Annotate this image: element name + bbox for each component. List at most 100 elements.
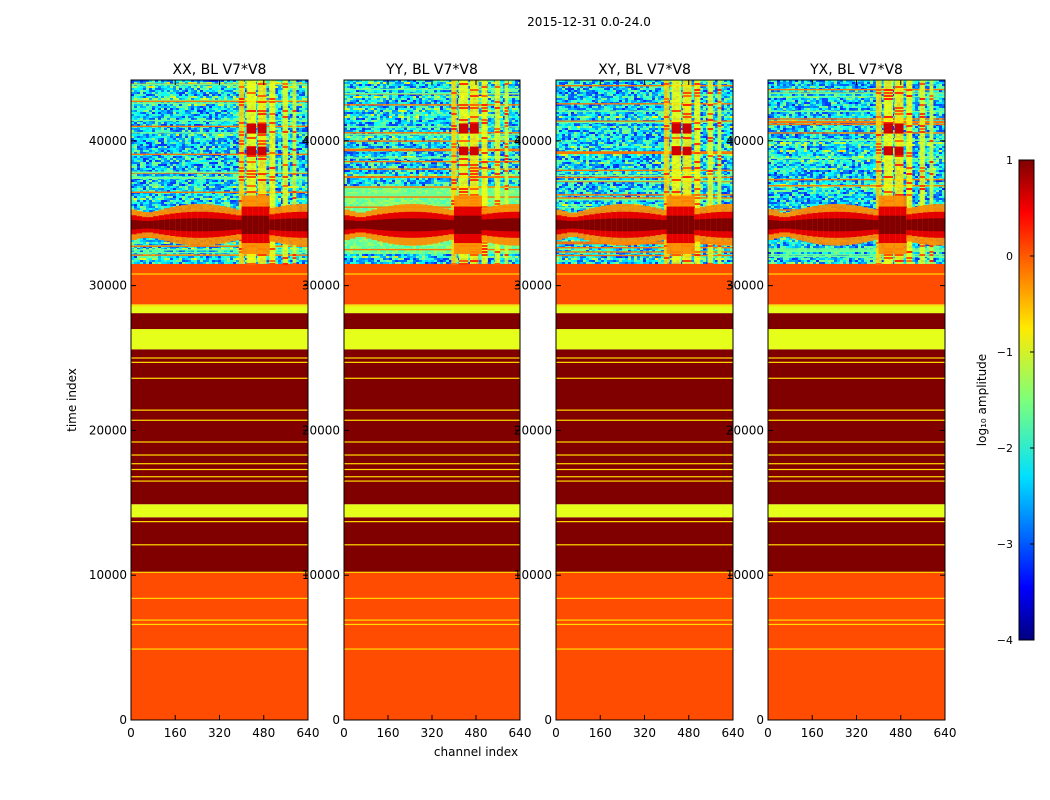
noise-cell: [134, 196, 137, 198]
noise-cell: [182, 112, 185, 114]
noise-cell: [143, 204, 146, 206]
noise-cell: [176, 204, 179, 206]
noise-cell: [266, 146, 269, 148]
noise-cell: [227, 244, 230, 246]
noise-cell: [200, 90, 203, 92]
noise-cell: [167, 158, 170, 160]
noise-cell: [167, 162, 170, 164]
noise-cell: [146, 94, 149, 96]
noise-cell: [185, 164, 188, 166]
noise-cell: [266, 128, 269, 130]
noise-cell: [134, 174, 137, 176]
noise-cell: [266, 144, 269, 146]
noise-cell: [146, 240, 149, 242]
noise-cell: [281, 160, 284, 162]
thin-band-line: [131, 305, 308, 307]
noise-cell: [152, 242, 155, 244]
noise-cell: [215, 184, 218, 186]
noise-cell: [185, 200, 188, 202]
noise-cell: [203, 116, 206, 118]
noise-cell: [146, 106, 149, 108]
noise-cell: [173, 114, 176, 116]
noise-cell: [200, 164, 203, 166]
noise-cell: [158, 184, 161, 186]
noise-cell: [227, 168, 230, 170]
noise-cell: [176, 158, 179, 160]
noise-cell: [179, 134, 182, 136]
noise-cell: [134, 206, 137, 208]
noise-cell: [131, 152, 134, 154]
noise-cell: [281, 186, 284, 188]
time-band: [131, 263, 308, 305]
noise-cell: [206, 174, 209, 176]
noise-cell: [296, 150, 299, 152]
noise-cell: [305, 80, 308, 82]
noise-cell: [164, 144, 167, 146]
noise-cell: [203, 128, 206, 130]
noise-cell: [152, 86, 155, 88]
noise-cell: [281, 140, 284, 142]
noise-cell: [224, 180, 227, 182]
noise-cell: [233, 174, 236, 176]
noise-cell: [170, 124, 173, 126]
noise-cell: [182, 164, 185, 166]
noise-cell: [194, 90, 197, 92]
noise-cell: [275, 82, 278, 84]
noise-cell: [179, 128, 182, 130]
noise-cell: [275, 156, 278, 158]
noise-cell: [176, 82, 179, 84]
noise-cell: [236, 242, 239, 244]
noise-cell: [230, 180, 233, 182]
noise-cell: [167, 144, 170, 146]
noise-cell: [155, 114, 158, 116]
noise-cell: [176, 186, 179, 188]
noise-cell: [197, 130, 200, 132]
noise-cell: [227, 200, 230, 202]
noise-cell: [200, 170, 203, 172]
noise-cell: [173, 190, 176, 192]
noise-cell: [290, 162, 293, 164]
noise-cell: [134, 160, 137, 162]
noise-cell: [155, 140, 158, 142]
noise-cell: [179, 246, 182, 248]
noise-cell: [221, 94, 224, 96]
noise-cell: [215, 160, 218, 162]
noise-cell: [179, 108, 182, 110]
noise-cell: [131, 208, 134, 210]
noise-cell: [182, 128, 185, 130]
noise-cell: [194, 168, 197, 170]
noise-cell: [149, 188, 152, 190]
noise-cell: [287, 202, 290, 204]
noise-cell: [134, 202, 137, 204]
noise-cell: [161, 168, 164, 170]
noise-cell: [158, 244, 161, 246]
noise-cell: [137, 146, 140, 148]
noise-cell: [173, 196, 176, 198]
noise-cell: [164, 108, 167, 110]
noise-cell: [206, 170, 209, 172]
noise-cell: [137, 150, 140, 152]
noise-cell: [224, 106, 227, 108]
noise-cell: [227, 194, 230, 196]
noise-cell: [164, 80, 167, 82]
noise-cell: [230, 246, 233, 248]
noise-cell: [179, 168, 182, 170]
noise-cell: [170, 128, 173, 130]
noise-cell: [155, 92, 158, 94]
noise-cell: [155, 208, 158, 210]
noise-cell: [137, 116, 140, 118]
noise-cell: [206, 80, 209, 82]
noise-cell: [134, 200, 137, 202]
noise-cell: [215, 82, 218, 84]
noise-cell: [266, 156, 269, 158]
noise-cell: [140, 114, 143, 116]
noise-cell: [287, 196, 290, 198]
noise-cell: [227, 90, 230, 92]
noise-cell: [197, 196, 200, 198]
noise-cell: [278, 198, 281, 200]
noise-cell: [215, 162, 218, 164]
noise-cell: [155, 130, 158, 132]
noise-cell: [281, 246, 284, 248]
noise-cell: [227, 158, 230, 160]
noise-cell: [137, 168, 140, 170]
